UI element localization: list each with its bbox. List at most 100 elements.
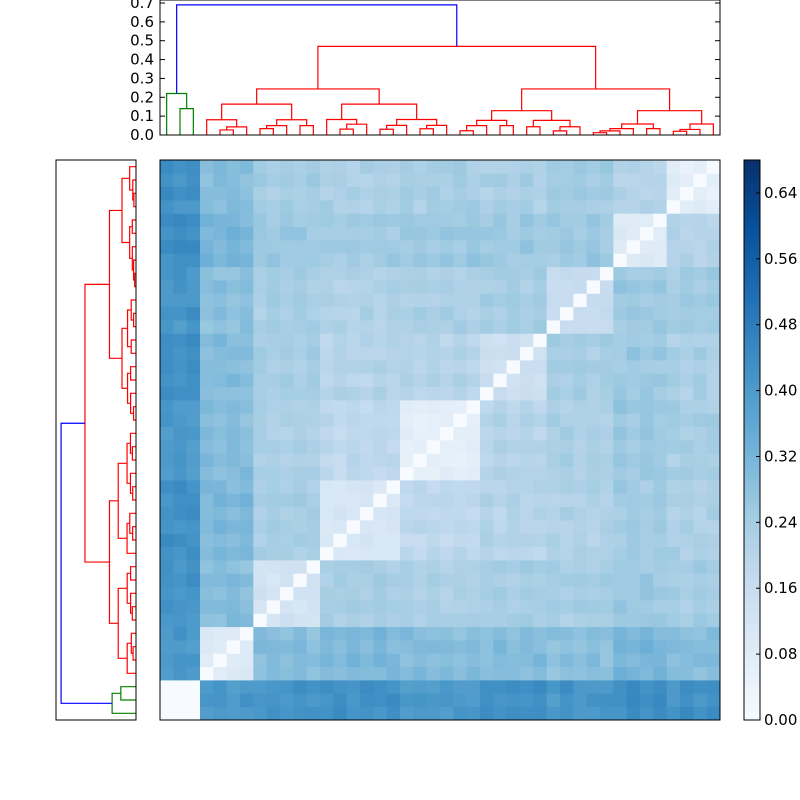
heatmap-cell [600, 306, 614, 321]
left-dendrogram-link [129, 432, 136, 454]
heatmap-cell [666, 293, 681, 308]
heatmap-cell [706, 320, 721, 334]
heatmap-cell [280, 466, 294, 481]
heatmap-cell [546, 613, 561, 628]
heatmap-cell [413, 413, 428, 428]
heatmap-cell [680, 493, 694, 508]
heatmap-cell [173, 440, 188, 454]
heatmap-cell [160, 413, 174, 428]
heatmap-cell [373, 386, 388, 401]
heatmap-cell [453, 480, 468, 494]
heatmap-cell [160, 333, 174, 348]
heatmap-cell [506, 173, 521, 188]
heatmap-cell [320, 440, 334, 454]
top-dendrogram-link [221, 103, 293, 120]
heatmap-cell [173, 266, 188, 281]
heatmap-cell [293, 213, 308, 228]
heatmap-cell [360, 266, 374, 281]
heatmap-cell [440, 293, 454, 308]
heatmap-cell [293, 613, 308, 628]
heatmap-cell [426, 200, 441, 214]
heatmap-cell [533, 653, 548, 668]
heatmap-cell [600, 706, 614, 721]
heatmap-cell [560, 306, 574, 321]
heatmap-cell [253, 706, 268, 721]
heatmap-cell [706, 173, 721, 188]
heatmap-cell [320, 466, 334, 481]
heatmap-cell [506, 186, 521, 201]
heatmap-cell [346, 493, 361, 508]
heatmap-cell [640, 493, 654, 508]
heatmap-cell [693, 466, 708, 481]
heatmap-cell [386, 546, 401, 561]
heatmap-cell [586, 666, 601, 681]
heatmap-cell [666, 440, 681, 454]
heatmap-cell [186, 373, 201, 388]
heatmap-cell [573, 693, 588, 708]
heatmap-cell [426, 706, 441, 721]
heatmap-cell [346, 693, 361, 708]
heatmap-cell [266, 333, 281, 348]
heatmap-cell [400, 346, 414, 361]
heatmap-cell [586, 173, 601, 188]
heatmap-cell [640, 560, 654, 574]
heatmap-cell [653, 360, 668, 374]
heatmap-cell [186, 533, 201, 548]
heatmap-cell [386, 386, 401, 401]
heatmap-cell [426, 586, 441, 601]
heatmap-cell [453, 226, 468, 241]
heatmap-cell [666, 613, 681, 628]
heatmap-cell [360, 600, 374, 614]
heatmap-cell [626, 466, 641, 481]
heatmap-cell [306, 493, 321, 508]
heatmap-cell [200, 266, 214, 281]
heatmap-cell [240, 640, 254, 654]
heatmap-cell [706, 586, 721, 601]
heatmap-cell [160, 560, 174, 574]
heatmap-cell [333, 306, 348, 321]
heatmap-cell [533, 440, 548, 454]
heatmap-cell [413, 533, 428, 548]
heatmap-cell [706, 440, 721, 454]
heatmap-cell [253, 546, 268, 561]
heatmap-cell [680, 480, 694, 494]
heatmap-cell [466, 426, 481, 441]
heatmap-cell [600, 666, 614, 681]
heatmap-cell [693, 240, 708, 254]
heatmap-cell [600, 560, 614, 574]
heatmap-cell [453, 640, 468, 654]
heatmap-cell [373, 240, 388, 254]
heatmap-cell [346, 213, 361, 228]
heatmap-cell [213, 213, 228, 228]
heatmap-cell [453, 266, 468, 281]
heatmap-cell [640, 400, 654, 414]
heatmap-cell [480, 600, 494, 614]
heatmap-cell [493, 520, 508, 534]
heatmap-cell [546, 480, 561, 494]
heatmap-cell [306, 186, 321, 201]
heatmap-cell [640, 613, 654, 628]
heatmap-cell [546, 546, 561, 561]
heatmap-cell [440, 480, 454, 494]
heatmap-cell [693, 306, 708, 321]
heatmap-cell [706, 493, 721, 508]
heatmap-cell [680, 373, 694, 388]
heatmap-cell [346, 293, 361, 308]
left-dendrogram [60, 166, 136, 714]
heatmap-cell [453, 413, 468, 428]
heatmap-cell [320, 400, 334, 414]
heatmap-cell [413, 373, 428, 388]
heatmap-cell [360, 240, 374, 254]
heatmap-cell [440, 333, 454, 348]
heatmap-cell [386, 653, 401, 668]
heatmap-cell [200, 253, 214, 268]
top-dendrogram-link [206, 119, 238, 135]
heatmap-cell [226, 666, 241, 681]
heatmap-cell [200, 320, 214, 334]
heatmap-cell [693, 666, 708, 681]
heatmap-cell [386, 506, 401, 521]
heatmap-cell [493, 466, 508, 481]
heatmap-cell [173, 186, 188, 201]
heatmap-cell [200, 413, 214, 428]
left-dendrogram-link [108, 500, 119, 624]
